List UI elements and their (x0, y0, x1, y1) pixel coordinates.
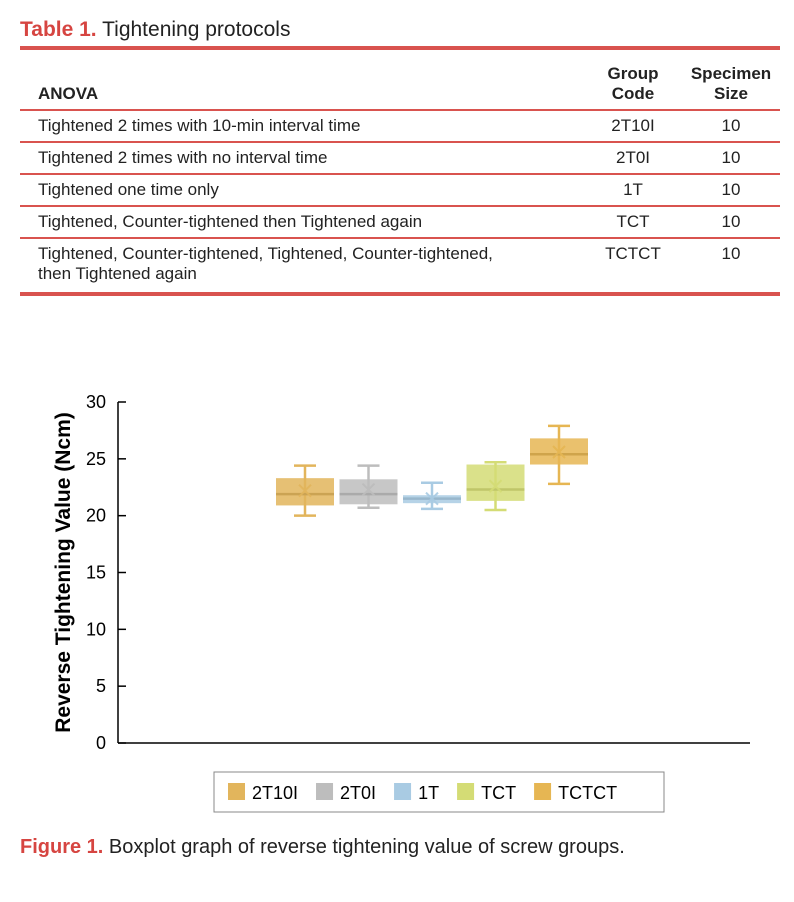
legend-label: 2T0I (340, 783, 376, 803)
y-tick-label: 5 (96, 676, 106, 696)
y-tick-label: 25 (86, 449, 106, 469)
y-tick-label: 15 (86, 563, 106, 583)
table-row: Tightened, Counter-tightened then Tighte… (20, 206, 780, 239)
cell-protocol: Tightened 2 times with no interval time (20, 142, 584, 175)
legend-swatch (316, 783, 334, 800)
legend (213, 771, 665, 813)
cell-protocol: Tightened one time only (20, 174, 584, 207)
legend-swatch (228, 783, 245, 800)
cell-code: TCTCT (584, 238, 682, 296)
legend-label: 1T (418, 783, 439, 803)
y-tick-label: 30 (86, 392, 106, 412)
y-axis-label: Reverse Tightening Value (Ncm) (52, 412, 75, 733)
legend-label: TCTCT (558, 783, 617, 803)
table-row: Tightened 2 times with no interval time 2… (20, 142, 780, 175)
cell-protocol: Tightened, Counter-tightened then Tighte… (20, 206, 584, 239)
legend-label: 2T10I (252, 783, 298, 803)
table-title: Tightening protocols (102, 18, 291, 41)
cell-size: 10 (682, 142, 780, 175)
legend-label: TCT (481, 783, 516, 803)
cell-code: TCT (584, 206, 682, 239)
legend-swatch (394, 783, 412, 800)
mean-marker (552, 445, 566, 459)
cell-size: 10 (682, 206, 780, 239)
header-group-code: Group Code (584, 46, 682, 111)
cell-code: 2T10I (584, 110, 682, 143)
mean-marker (488, 479, 503, 493)
table-label: Table 1. (20, 18, 97, 41)
header-anova: ANOVA (20, 46, 584, 111)
cell-size: 10 (682, 110, 780, 143)
table-row: Tightened one time only 1T 10 (20, 174, 780, 207)
mean-marker (361, 482, 376, 497)
figure-label: Figure 1. (20, 836, 104, 858)
header-specimen-size: Specimen Size (682, 46, 780, 111)
table-row: Tightened 2 times with 10-min interval t… (20, 110, 780, 143)
mean-marker (425, 491, 439, 506)
cell-protocol: Tightened 2 times with 10-min interval t… (20, 110, 584, 143)
legend-swatch (534, 783, 552, 800)
box-2T0I (339, 479, 398, 505)
y-tick-label: 20 (86, 506, 106, 526)
y-tick-label: 0 (96, 733, 106, 753)
legend-swatch (457, 783, 475, 800)
table-header: ANOVA Group Code Specimen Size (20, 46, 780, 111)
cell-code: 2T0I (584, 142, 682, 175)
cell-size: 10 (682, 174, 780, 207)
y-tick-label: 10 (86, 619, 106, 639)
cell-size: 10 (682, 238, 780, 296)
figure-caption: Figure 1. Boxplot graph of reverse tight… (20, 836, 625, 859)
boxplot-chart: 0 5 10 15 20 25 30 Reverse Tightening Value (Nc… (52, 392, 750, 813)
protocols-table: ANOVA Group Code Specimen Size Tightened… (20, 46, 780, 296)
mean-marker (298, 483, 312, 498)
cell-code: 1T (584, 174, 682, 207)
cell-protocol: Tightened, Counter-tightened, Tightened,… (20, 238, 584, 296)
figure-caption-text: Boxplot graph of reverse tightening valu… (108, 836, 625, 858)
table-row: Tightened, Counter-tightened, Tightened,… (20, 238, 780, 296)
box-TCT (466, 464, 525, 501)
table-caption: Table 1. Tightening protocols (20, 18, 290, 42)
